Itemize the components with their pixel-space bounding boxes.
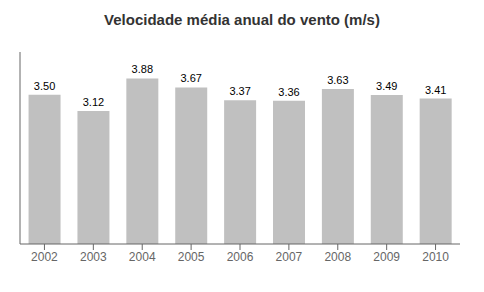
svg-text:3.41: 3.41 bbox=[425, 84, 446, 96]
svg-text:2009: 2009 bbox=[373, 250, 400, 264]
svg-text:3.12: 3.12 bbox=[83, 96, 104, 108]
svg-text:2008: 2008 bbox=[324, 250, 351, 264]
svg-text:3.36: 3.36 bbox=[278, 86, 299, 98]
svg-text:3.37: 3.37 bbox=[229, 85, 250, 97]
svg-text:3.88: 3.88 bbox=[132, 63, 153, 75]
svg-text:2003: 2003 bbox=[80, 250, 107, 264]
svg-text:2010: 2010 bbox=[422, 250, 449, 264]
svg-text:2002: 2002 bbox=[31, 250, 58, 264]
svg-text:2006: 2006 bbox=[227, 250, 254, 264]
svg-text:3.67: 3.67 bbox=[181, 72, 202, 84]
svg-text:3.50: 3.50 bbox=[34, 80, 55, 92]
html-text:Velocidade média anual do vent: Velocidade média anual do vento (m/s) bbox=[104, 11, 380, 28]
svg-text:2007: 2007 bbox=[276, 250, 303, 264]
svg-text:3.49: 3.49 bbox=[376, 80, 397, 92]
svg-text:2004: 2004 bbox=[129, 250, 156, 264]
svg-text:2005: 2005 bbox=[178, 250, 205, 264]
svg-text:3.63: 3.63 bbox=[327, 74, 348, 86]
